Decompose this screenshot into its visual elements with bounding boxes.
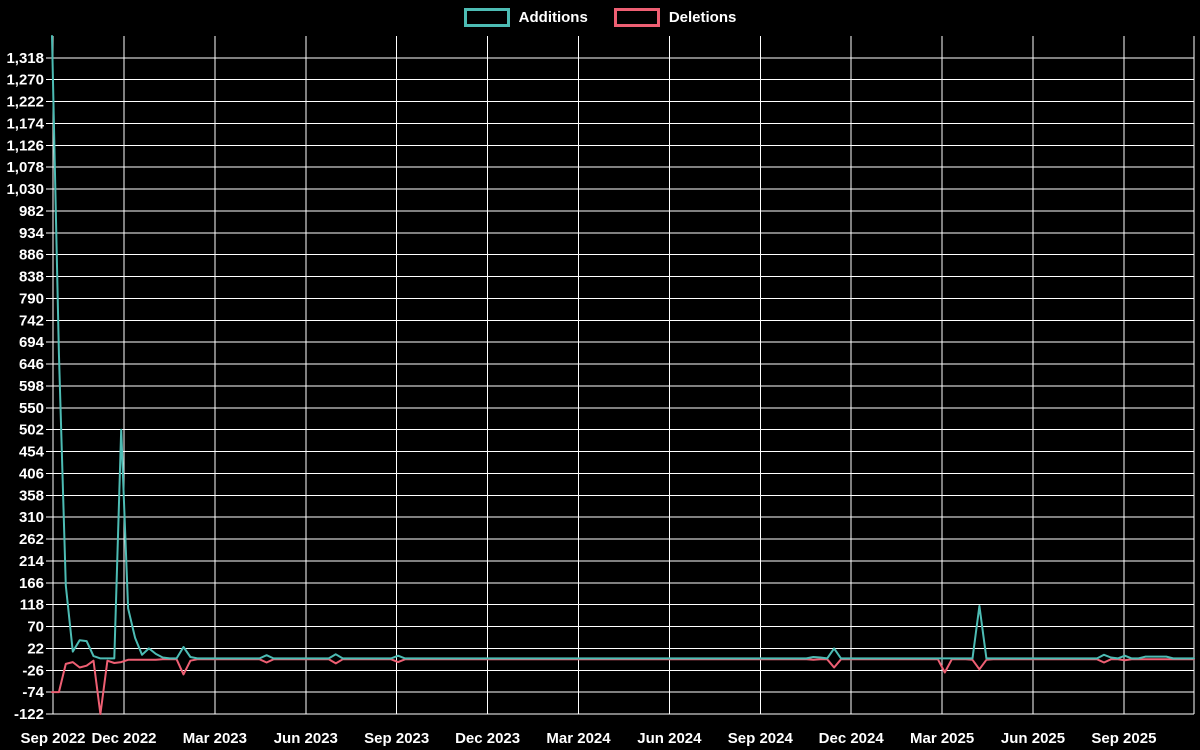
svg-text:358: 358 (19, 487, 44, 504)
svg-text:Jun 2024: Jun 2024 (637, 730, 702, 747)
svg-text:118: 118 (20, 597, 44, 614)
y-axis-labels: 1,318 1,270 1,222 1,174 1,126 1,078 1,030 982 93… (6, 50, 44, 723)
svg-text:742: 742 (19, 312, 44, 329)
svg-text:Jun 2025: Jun 2025 (1001, 730, 1065, 747)
svg-text:886: 886 (19, 247, 44, 264)
legend-item-deletions[interactable]: Deletions (613, 8, 737, 27)
svg-text:1,270: 1,270 (6, 72, 44, 89)
svg-text:Sep 2022: Sep 2022 (20, 730, 85, 747)
svg-text:1,030: 1,030 (6, 181, 44, 198)
svg-text:838: 838 (19, 269, 44, 286)
svg-text:1,174: 1,174 (6, 115, 44, 132)
svg-text:646: 646 (19, 356, 44, 373)
svg-text:70: 70 (27, 619, 44, 636)
svg-text:1,318: 1,318 (6, 50, 44, 67)
svg-text:Sep 2024: Sep 2024 (728, 730, 794, 747)
svg-text:982: 982 (19, 203, 44, 220)
svg-text:166: 166 (19, 575, 44, 592)
additions-line (51, 35, 1195, 660)
svg-text:22: 22 (27, 640, 44, 657)
svg-text:Sep 2025: Sep 2025 (1091, 730, 1156, 747)
svg-text:454: 454 (19, 444, 45, 461)
svg-text:Dec 2022: Dec 2022 (91, 730, 156, 747)
svg-text:Dec 2024: Dec 2024 (819, 730, 885, 747)
deletions-swatch (613, 8, 660, 27)
legend-item-additions[interactable]: Additions (463, 8, 588, 27)
svg-text:1,126: 1,126 (6, 137, 44, 154)
svg-text:1,078: 1,078 (6, 159, 44, 176)
svg-text:214: 214 (19, 553, 45, 570)
svg-text:1,222: 1,222 (6, 94, 44, 111)
svg-text:-26: -26 (22, 662, 44, 679)
svg-text:406: 406 (19, 465, 44, 482)
svg-text:694: 694 (19, 334, 45, 351)
svg-text:934: 934 (19, 225, 45, 242)
svg-text:310: 310 (19, 509, 44, 526)
svg-text:-74: -74 (22, 684, 44, 701)
legend-label-deletions: Deletions (668, 9, 737, 26)
svg-text:Jun 2023: Jun 2023 (274, 730, 338, 747)
chart-legend: Additions Deletions (0, 8, 1200, 27)
x-axis-labels: Sep 2022 Dec 2022 Mar 2023 Jun 2023 Sep 2023… (20, 730, 1156, 747)
svg-text:-122: -122 (14, 706, 44, 723)
svg-text:790: 790 (19, 290, 44, 307)
svg-text:Dec 2023: Dec 2023 (455, 730, 520, 747)
svg-text:Sep 2023: Sep 2023 (364, 730, 429, 747)
svg-text:598: 598 (19, 378, 44, 395)
grid-lines (46, 36, 1195, 715)
svg-text:550: 550 (19, 400, 44, 417)
svg-text:Mar 2023: Mar 2023 (183, 730, 247, 747)
legend-label-additions: Additions (518, 9, 588, 26)
svg-text:502: 502 (19, 422, 44, 439)
additions-swatch (463, 8, 510, 27)
deletions-line (51, 658, 1195, 715)
svg-text:Mar 2025: Mar 2025 (910, 730, 974, 747)
svg-text:Mar 2024: Mar 2024 (546, 730, 611, 747)
svg-text:262: 262 (19, 531, 44, 548)
